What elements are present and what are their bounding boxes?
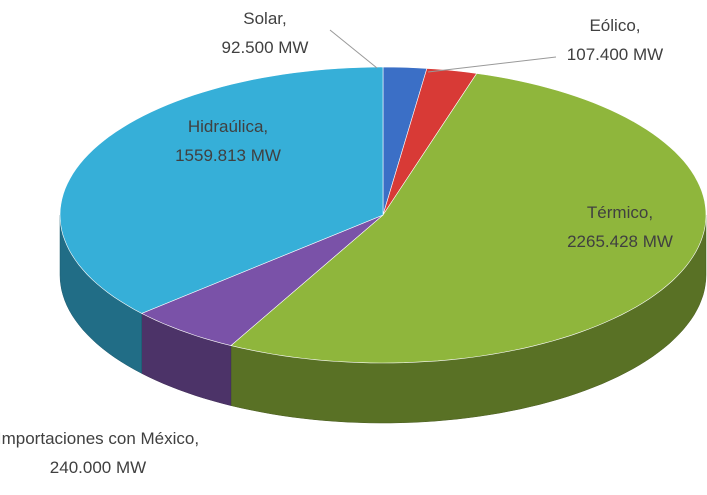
label-value: 240.000 MW [50, 458, 146, 477]
label-category: Térmico [587, 203, 648, 222]
label-category: Solar [243, 9, 283, 28]
slice [382, 68, 478, 216]
label-separator: , [194, 429, 199, 448]
slice [140, 214, 384, 346]
slice [230, 73, 707, 364]
data-label: Eólico, 107.400 MW [567, 16, 663, 64]
slice [59, 66, 384, 314]
data-label: Térmico, 2265.428 MW [567, 203, 673, 251]
leader-line [427, 56, 557, 73]
label-category: Hidraúlica [188, 117, 264, 136]
label-value: 2265.428 MW [567, 232, 673, 251]
label-category: Importaciones con México [0, 429, 194, 448]
data-label: Solar, 92.500 MW [222, 9, 309, 57]
data-label: Importaciones con México, 240.000 MW [0, 429, 199, 477]
label-value: 1559.813 MW [175, 146, 281, 165]
label-separator: , [282, 9, 287, 28]
leader-line [329, 29, 378, 69]
label-category: Eólico [589, 16, 635, 35]
data-label: Hidraúlica, 1559.813 MW [175, 117, 281, 165]
label-separator: , [263, 117, 268, 136]
label-separator: , [648, 203, 653, 222]
label-separator: , [636, 16, 641, 35]
label-value: 92.500 MW [222, 38, 309, 57]
label-value: 107.400 MW [567, 45, 663, 64]
